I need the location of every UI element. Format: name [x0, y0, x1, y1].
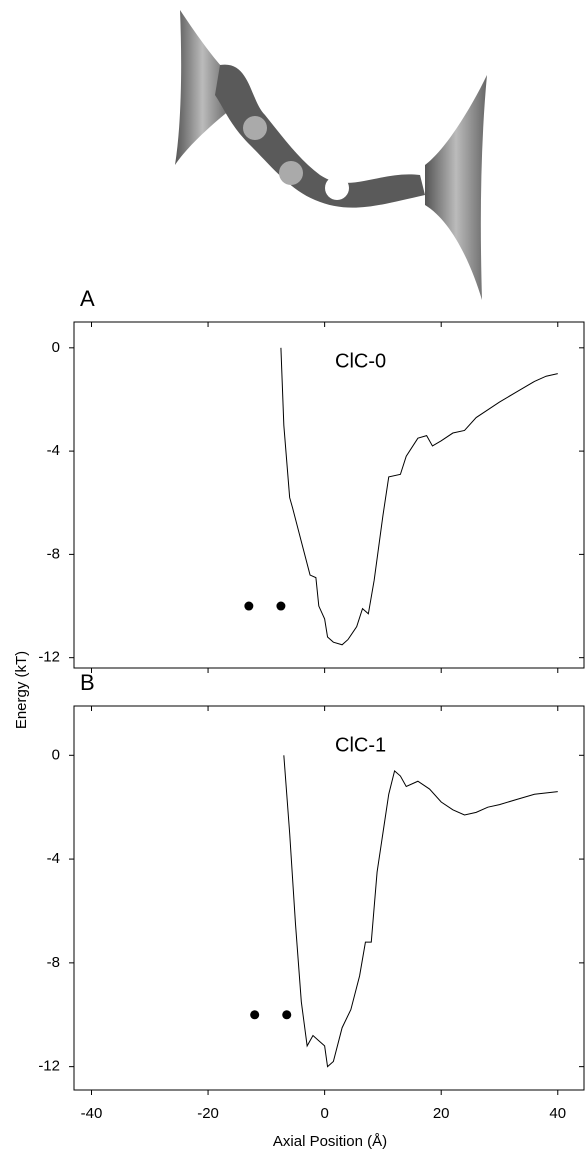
y-axis-label: Energy (kT) — [13, 651, 30, 729]
x-tick-label: -20 — [197, 1105, 219, 1122]
site-marker — [244, 601, 254, 611]
y-tick-label: 0 — [52, 339, 60, 356]
x-tick-label: 0 — [320, 1105, 328, 1122]
annotation: ClC-0 — [335, 350, 386, 372]
site-marker — [282, 1010, 292, 1020]
annotation: ClC-1 — [335, 734, 386, 756]
y-tick-label: -4 — [47, 442, 60, 459]
energy-line — [283, 755, 558, 1068]
x-tick-label: 20 — [433, 1105, 450, 1122]
x-axis-label: Axial Position (Å) — [273, 1133, 387, 1150]
plot-frame — [73, 321, 585, 669]
panel-label: A — [80, 286, 95, 311]
panel-label: B — [80, 670, 95, 695]
site-marker — [250, 1010, 260, 1020]
y-tick-label: 0 — [52, 746, 60, 763]
x-tick-label: -40 — [81, 1105, 103, 1122]
y-tick-label: -8 — [47, 545, 60, 562]
site-marker — [276, 601, 286, 611]
plot-frame — [73, 705, 585, 1091]
y-tick-label: -12 — [38, 649, 60, 666]
y-tick-label: -4 — [47, 850, 60, 867]
x-tick-label: 40 — [549, 1105, 566, 1122]
y-tick-label: -8 — [47, 954, 60, 971]
y-tick-label: -12 — [38, 1058, 60, 1075]
energy-line — [280, 347, 558, 646]
channel-rendering — [175, 10, 487, 300]
